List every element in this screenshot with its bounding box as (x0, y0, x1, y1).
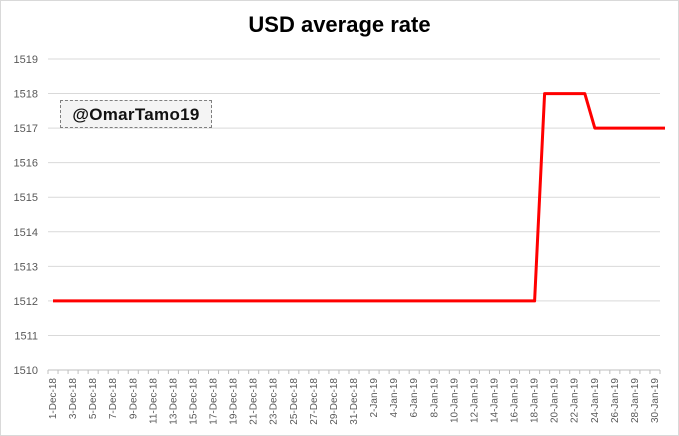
x-tick-label: 2-Jan-19 (369, 378, 380, 418)
y-tick-label: 1519 (14, 54, 38, 66)
y-tick-label: 1515 (14, 192, 38, 204)
x-tick-label: 30-Jan-19 (650, 378, 661, 423)
x-tick-label: 21-Dec-18 (249, 378, 260, 425)
x-axis-ticks: 1-Dec-18 3-Dec-18 5-Dec-18 7-Dec-18 9-Dec-18… (48, 378, 661, 425)
y-tick-label: 1511 (14, 330, 38, 342)
series-line (53, 92, 665, 303)
x-tick-label: 22-Jan-19 (570, 378, 581, 423)
x-tick-label: 14-Jan-19 (489, 378, 500, 423)
chart-title: USD average rate (248, 12, 431, 37)
x-tick-label: 5-Dec-18 (88, 378, 99, 420)
x-tick-label: 19-Dec-18 (229, 378, 240, 425)
x-tick-label: 23-Dec-18 (269, 378, 280, 425)
x-tick-label: 17-Dec-18 (209, 378, 220, 425)
x-tick-label: 7-Dec-18 (108, 378, 119, 420)
y-tick-label: 1513 (14, 261, 38, 273)
y-tick-label: 1518 (14, 89, 38, 101)
x-tick-label: 3-Dec-18 (68, 378, 79, 420)
y-tick-label: 1514 (14, 227, 38, 239)
x-tick-label: 1-Dec-18 (48, 378, 59, 420)
x-tick-label: 27-Dec-18 (309, 378, 320, 425)
series-group (53, 92, 665, 303)
y-tick-label: 1512 (14, 296, 38, 308)
x-tick-label: 29-Dec-18 (329, 378, 340, 425)
x-tick-label: 31-Dec-18 (349, 378, 360, 425)
x-tick-label: 18-Jan-19 (530, 378, 541, 423)
x-tick-label: 6-Jan-19 (409, 378, 420, 418)
x-tick-label: 20-Jan-19 (550, 378, 561, 423)
y-tick-label: 1510 (14, 365, 38, 377)
x-tick-label: 12-Jan-19 (469, 378, 480, 423)
x-axis (47, 369, 661, 374)
x-tick-label: 16-Jan-19 (510, 378, 521, 423)
x-tick-label: 4-Jan-19 (389, 378, 400, 418)
x-tick-label: 8-Jan-19 (429, 378, 440, 418)
y-tick-label: 1516 (14, 158, 38, 170)
y-tick-label: 1517 (14, 123, 38, 135)
x-tick-label: 9-Dec-18 (128, 378, 139, 420)
x-tick-label: 11-Dec-18 (148, 378, 159, 424)
x-tick-label: 10-Jan-19 (449, 378, 460, 423)
x-tick-label: 25-Dec-18 (289, 378, 300, 425)
x-tick-label: 24-Jan-19 (590, 378, 601, 423)
x-tick-label: 28-Jan-19 (630, 378, 641, 423)
y-axis-ticks: 1510 1511 1512 1513 1514 1515 1516 1517 1518 1519 (14, 54, 38, 377)
x-tick-label: 26-Jan-19 (610, 378, 621, 423)
x-tick-label: 15-Dec-18 (188, 378, 199, 425)
x-tick-label: 13-Dec-18 (168, 378, 179, 425)
watermark-text: @OmarTamo19 (60, 100, 212, 128)
